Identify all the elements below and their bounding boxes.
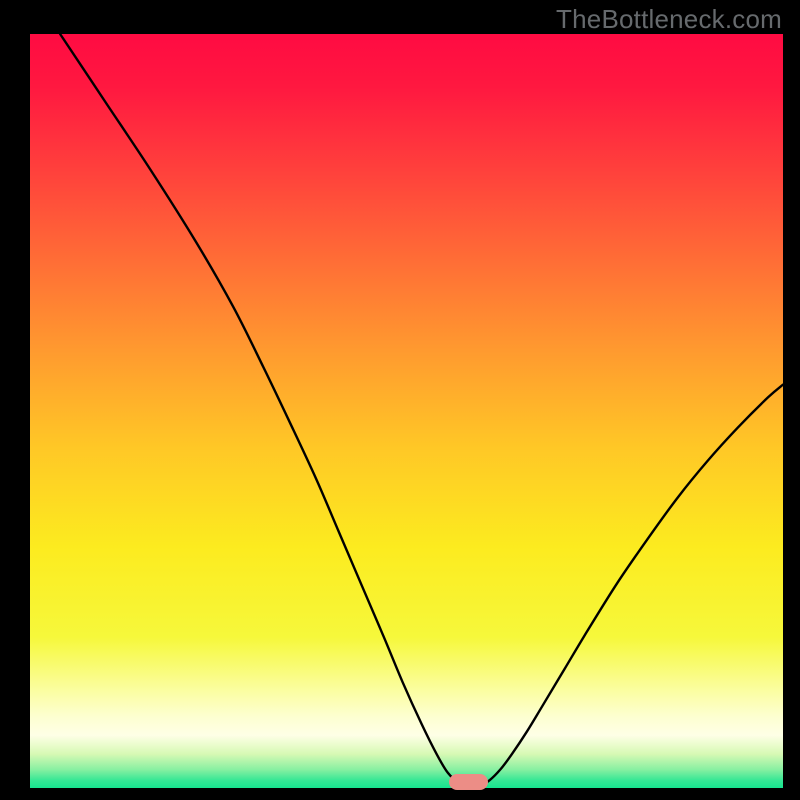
bottleneck-curve: [30, 34, 783, 788]
watermark-text: TheBottleneck.com: [556, 4, 782, 35]
optimum-marker: [449, 774, 488, 791]
chart-frame: TheBottleneck.com: [0, 0, 800, 800]
plot-area: [30, 34, 783, 788]
